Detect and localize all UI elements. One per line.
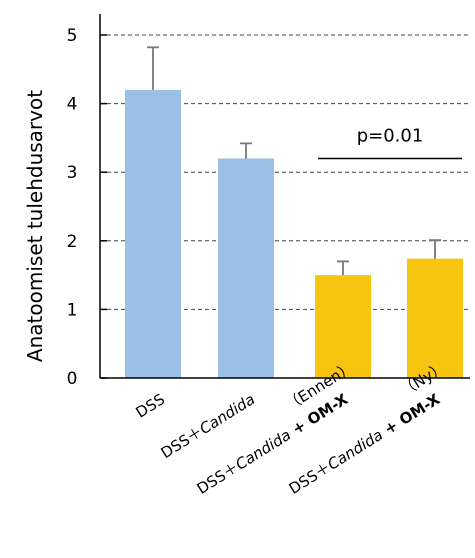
bar — [315, 275, 371, 378]
category-label-segment: Candida — [196, 390, 258, 438]
y-axis-label: Anatoomiset tulehdusarvot — [23, 90, 47, 362]
category-label-segment: DSS＋ — [194, 458, 242, 497]
y-tick-label: 3 — [67, 163, 78, 183]
axes — [99, 14, 470, 379]
category-label-segment: Candida — [232, 426, 294, 474]
category-label-segment: DSS＋ — [158, 423, 206, 462]
y-tick-label: 1 — [67, 300, 78, 320]
significance-annotation: p=0.01 — [318, 125, 462, 160]
y-tick-label: 5 — [67, 26, 78, 46]
y-tick-label: 4 — [67, 95, 78, 115]
y-tick-label: 2 — [67, 232, 78, 252]
bars — [125, 89, 463, 378]
bar — [407, 258, 463, 378]
category-label-segment: DSS — [133, 390, 168, 421]
error-bars — [147, 46, 441, 276]
category-label-line: DSS＋Candida + OM-X — [194, 390, 352, 498]
category-label-segment: Candida — [324, 426, 386, 474]
y-ticks: 0 1 2 3 4 5 — [67, 26, 107, 389]
category-label-line: DSS — [133, 390, 168, 421]
bar — [125, 89, 181, 378]
significance-label: p=0.01 — [357, 125, 424, 146]
category-label-segment: DSS＋ — [286, 458, 334, 497]
y-tick-label: 0 — [67, 369, 78, 389]
category-label: DSS — [133, 390, 168, 421]
category-label-line: DSS＋Candida + OM-X — [286, 390, 444, 498]
bar — [218, 158, 274, 378]
